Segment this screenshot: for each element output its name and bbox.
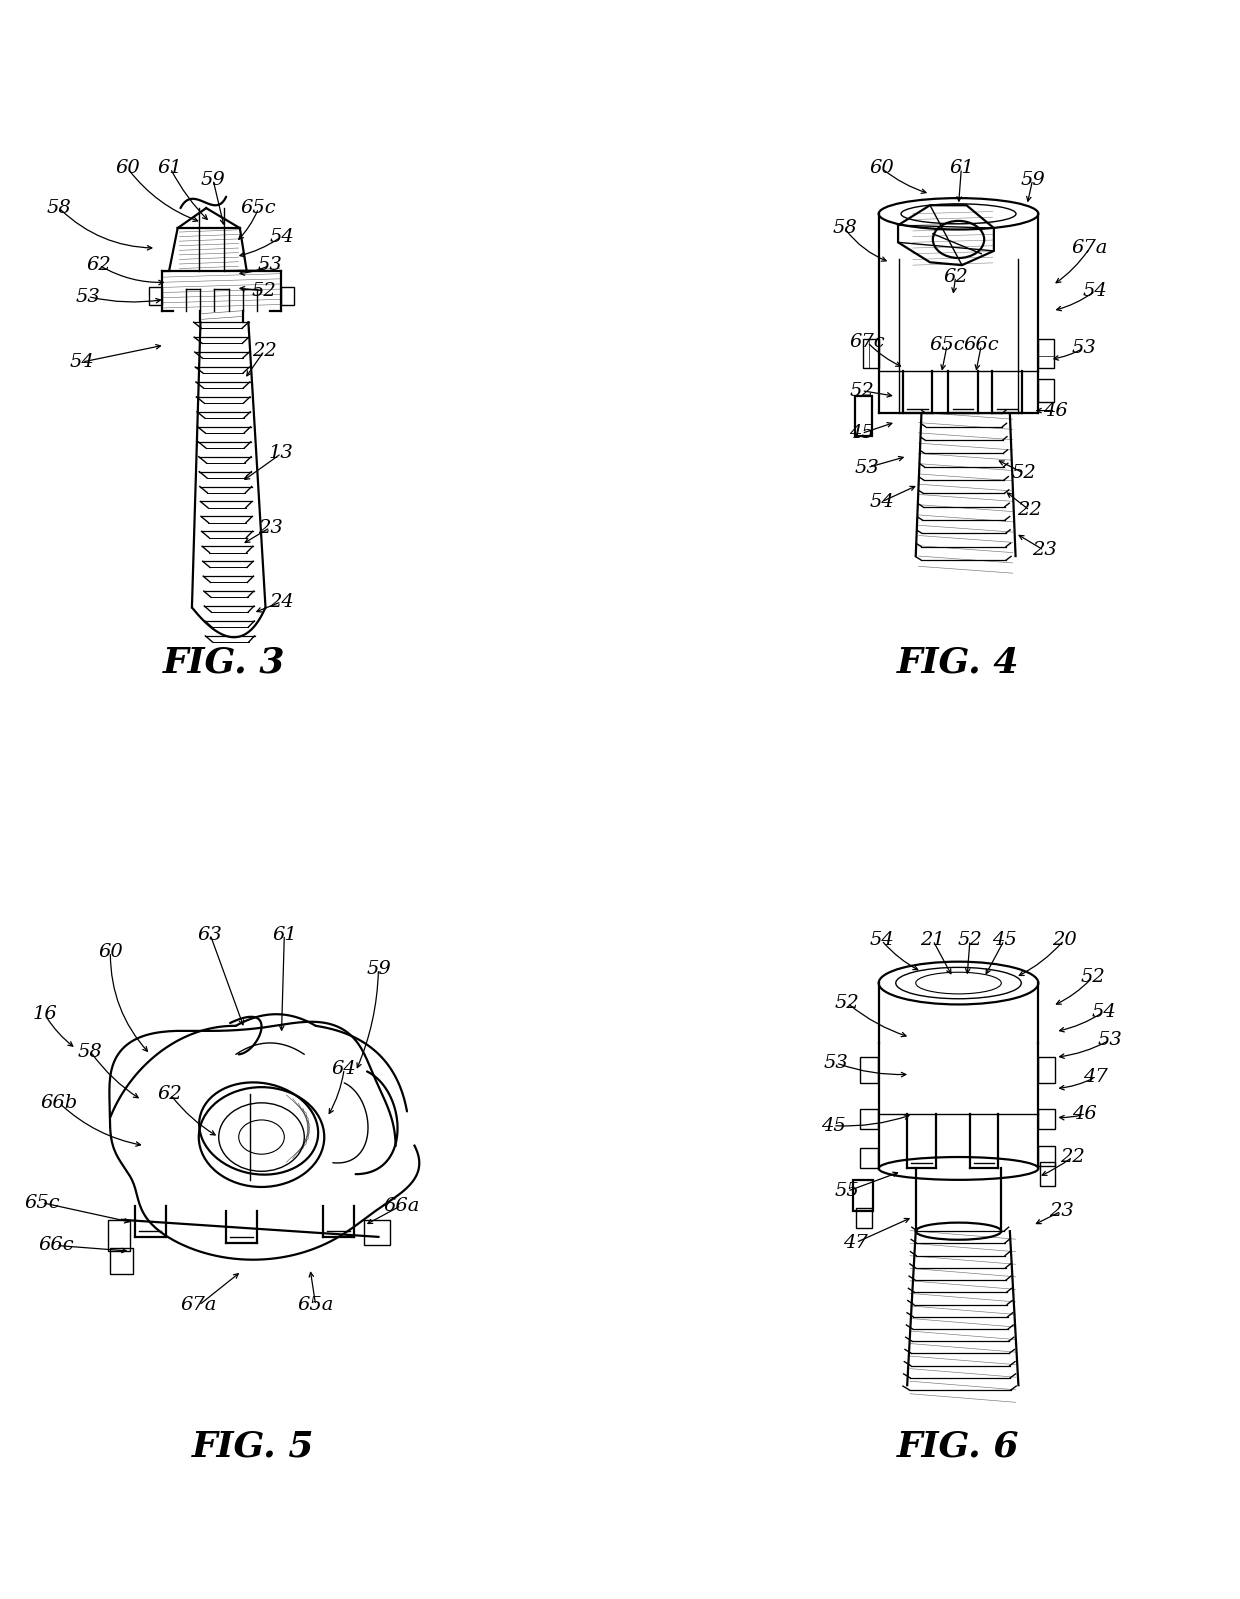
Text: 61: 61 <box>949 160 973 177</box>
Text: 58: 58 <box>47 200 72 217</box>
Text: 60: 60 <box>98 943 123 961</box>
Text: 54: 54 <box>269 227 294 246</box>
Text: 65c: 65c <box>24 1194 60 1212</box>
Text: FIG. 3: FIG. 3 <box>164 646 285 680</box>
Text: 22: 22 <box>1018 502 1042 520</box>
Text: FIG. 4: FIG. 4 <box>898 646 1019 680</box>
Text: 52: 52 <box>849 382 874 400</box>
Text: 65c: 65c <box>241 200 277 217</box>
Text: 53: 53 <box>854 459 879 477</box>
Text: 59: 59 <box>366 959 391 979</box>
Text: 53: 53 <box>823 1054 848 1071</box>
Text: 52: 52 <box>1080 969 1105 987</box>
Text: 23: 23 <box>1049 1202 1074 1220</box>
Text: 20: 20 <box>1052 931 1076 950</box>
Bar <box>863 339 879 368</box>
Bar <box>1038 379 1054 401</box>
Text: 52: 52 <box>1012 464 1037 483</box>
Text: 53: 53 <box>76 288 100 305</box>
Text: 54: 54 <box>1091 1003 1116 1020</box>
Text: 60: 60 <box>115 160 140 177</box>
Bar <box>1038 1108 1055 1129</box>
Text: 22: 22 <box>252 342 277 360</box>
Text: 23: 23 <box>258 518 283 537</box>
Bar <box>1038 357 1054 368</box>
Text: 65a: 65a <box>298 1297 334 1314</box>
Text: 66b: 66b <box>41 1094 78 1111</box>
Text: 59: 59 <box>201 171 226 189</box>
Text: 54: 54 <box>869 931 894 950</box>
Text: 58: 58 <box>832 219 857 237</box>
Text: 45: 45 <box>821 1116 846 1135</box>
Text: 67a: 67a <box>1071 238 1107 257</box>
Bar <box>856 1209 872 1228</box>
Text: 67c: 67c <box>849 333 885 352</box>
Text: 55: 55 <box>835 1182 859 1201</box>
Text: 63: 63 <box>198 926 222 943</box>
Bar <box>1039 1161 1055 1185</box>
Text: 62: 62 <box>944 267 968 286</box>
Bar <box>853 1180 873 1210</box>
Text: 64: 64 <box>332 1060 357 1078</box>
Bar <box>861 1148 878 1169</box>
Text: 61: 61 <box>157 160 182 177</box>
Text: 46: 46 <box>1043 401 1068 419</box>
Text: 22: 22 <box>1060 1148 1085 1166</box>
Text: 47: 47 <box>843 1233 868 1252</box>
Bar <box>854 397 872 437</box>
Text: 21: 21 <box>920 931 945 950</box>
Text: 46: 46 <box>1071 1105 1096 1122</box>
Text: 52: 52 <box>957 931 982 950</box>
Text: FIG. 6: FIG. 6 <box>898 1430 1019 1463</box>
Bar <box>1038 1145 1055 1166</box>
Text: 52: 52 <box>835 995 859 1012</box>
Bar <box>861 1108 878 1129</box>
Text: 66c: 66c <box>38 1236 74 1255</box>
Bar <box>281 286 294 305</box>
Text: 54: 54 <box>1083 281 1107 301</box>
Text: 66c: 66c <box>963 336 999 353</box>
Text: 60: 60 <box>869 160 894 177</box>
Text: 52: 52 <box>252 281 277 301</box>
Bar <box>365 1220 389 1246</box>
Text: 54: 54 <box>69 353 94 371</box>
Text: 54: 54 <box>869 492 894 510</box>
Bar <box>861 1057 878 1083</box>
Text: 61: 61 <box>272 926 296 943</box>
Text: 24: 24 <box>269 593 294 611</box>
Text: 59: 59 <box>1021 171 1045 189</box>
Bar <box>1038 1057 1055 1083</box>
Text: 62: 62 <box>87 256 112 273</box>
Text: 53: 53 <box>258 256 283 273</box>
Text: 45: 45 <box>849 424 874 443</box>
Text: 45: 45 <box>992 931 1017 950</box>
Text: 53: 53 <box>1071 339 1096 357</box>
Bar <box>863 339 869 368</box>
Text: 13: 13 <box>269 445 294 462</box>
Bar <box>1038 339 1054 368</box>
Text: 47: 47 <box>1083 1068 1107 1086</box>
Text: 62: 62 <box>157 1086 182 1103</box>
Text: 58: 58 <box>78 1043 103 1060</box>
Bar <box>108 1220 130 1250</box>
Bar <box>149 286 161 305</box>
Text: FIG. 5: FIG. 5 <box>192 1430 314 1463</box>
Text: 16: 16 <box>32 1006 57 1023</box>
Text: 66a: 66a <box>383 1196 419 1215</box>
Text: 23: 23 <box>1032 542 1056 560</box>
Text: 53: 53 <box>1097 1031 1122 1049</box>
Text: 67a: 67a <box>181 1297 217 1314</box>
Bar <box>110 1249 133 1274</box>
Text: 65c: 65c <box>929 336 965 353</box>
